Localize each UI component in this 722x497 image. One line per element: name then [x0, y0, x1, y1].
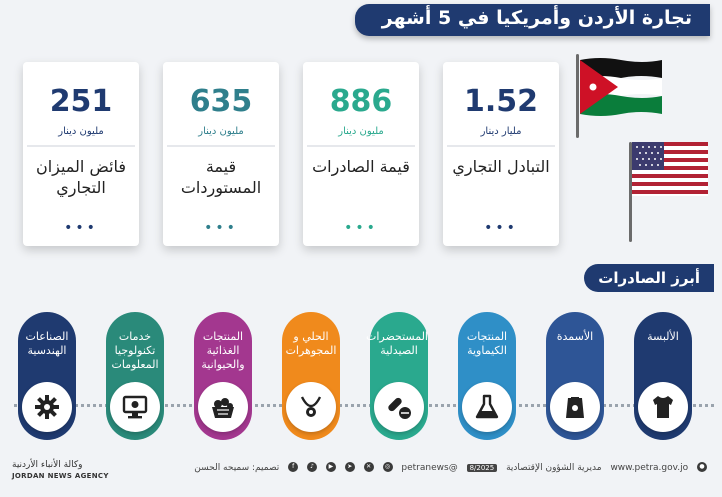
export-item-jewelry: الحلي و المجوهرات	[282, 312, 340, 440]
stat-unit: مليون دينار	[198, 126, 244, 137]
stat-label: قيمة الصادرات	[312, 157, 410, 176]
card-divider	[27, 145, 135, 147]
telegram-icon[interactable]: ➤	[344, 462, 355, 472]
exports-title-bar: أبرز الصادرات	[584, 264, 714, 292]
stat-label: فائض الميزان التجاري	[35, 157, 127, 197]
stat-unit: مليون دينار	[338, 126, 384, 137]
export-icon-circle	[638, 382, 688, 432]
export-label: الألبسة	[647, 330, 679, 343]
stat-value: 1.52	[463, 84, 539, 119]
export-label: الصناعات الهندسية	[25, 330, 69, 357]
export-item-chemicals: المنتجات الكيماوية	[458, 312, 516, 440]
export-icon-circle	[198, 382, 248, 432]
export-icon-circle	[462, 382, 512, 432]
export-icon-circle	[550, 382, 600, 432]
export-label: المنتجات الغذائية والحيوانية	[201, 330, 245, 371]
export-icon-circle	[110, 382, 160, 432]
usa-flag-icon	[632, 142, 708, 196]
agency-name-arabic: وكالة الأنباء الأردنية	[12, 460, 83, 470]
fertilizer-bag-icon	[566, 397, 584, 418]
facebook-icon[interactable]: f	[288, 462, 299, 472]
export-icon-circle	[374, 382, 424, 432]
stat-unit: مليون دينار	[58, 126, 104, 137]
title-bar: تجارة الأردن وأمريكيا في 5 أشهر	[355, 4, 710, 36]
card-divider	[447, 145, 555, 147]
flask-icon	[475, 394, 499, 419]
stat-value: 886	[329, 84, 393, 119]
export-label: الأسمدة	[556, 330, 594, 343]
globe-icon: ●	[697, 462, 707, 472]
timeline-dotted-line	[14, 404, 714, 411]
stat-card-imports: 635 مليون دينار قيمة المستوردات •••	[163, 62, 279, 246]
exports-title: أبرز الصادرات	[598, 269, 700, 287]
food-basket-icon	[212, 398, 234, 418]
stat-label: التبادل التجاري	[452, 157, 550, 176]
export-icon-circle	[286, 382, 336, 432]
card-dots: •••	[484, 220, 518, 236]
export-item-clothing: الألبسة	[634, 312, 692, 440]
stat-card-trade-surplus: 251 مليون دينار فائض الميزان التجاري •••	[23, 62, 139, 246]
footer: وكالة الأنباء الأردنية JORDAN NEWS AGENC…	[0, 456, 722, 497]
stat-value: 251	[49, 84, 113, 119]
export-item-food-animal-products: المنتجات الغذائية والحيوانية	[194, 312, 252, 440]
website-link[interactable]: www.petra.gov.jo	[610, 462, 689, 473]
computer-icon	[122, 395, 148, 419]
pills-icon	[388, 397, 411, 419]
designer-credit: تصميم: سميحه الحسن	[194, 462, 280, 473]
export-label: خدمات تكنولوجيا المعلومات	[111, 330, 159, 371]
page-title: تجارة الأردن وأمريكيا في 5 أشهر	[381, 7, 692, 29]
export-item-engineering-industries: الصناعات الهندسية	[18, 312, 76, 440]
gear-icon	[35, 395, 59, 419]
instagram-icon[interactable]: ◎	[382, 462, 393, 472]
jordan-flag-pole	[576, 54, 579, 138]
card-divider	[307, 145, 415, 147]
stat-card-trade-exchange: 1.52 مليار دينار التبادل التجاري •••	[443, 62, 559, 246]
stat-value: 635	[189, 84, 253, 119]
stat-label: قيمة المستوردات	[180, 157, 262, 197]
tiktok-icon[interactable]: ♪	[307, 462, 318, 472]
card-dots: •••	[344, 220, 378, 236]
export-label: المنتجات الكيماوية	[466, 330, 508, 357]
usa-flag-pole	[629, 142, 632, 242]
social-handle[interactable]: @petranews	[401, 462, 458, 473]
youtube-icon[interactable]: ▶	[325, 462, 336, 472]
export-label: المستحضرات الصيدلية	[365, 330, 428, 357]
card-divider	[167, 145, 275, 147]
stat-unit: مليار دينار	[480, 126, 522, 137]
card-dots: •••	[204, 220, 238, 236]
export-item-fertilizers: الأسمدة	[546, 312, 604, 440]
tshirt-icon	[653, 396, 673, 418]
export-icon-circle	[22, 382, 72, 432]
export-label: الحلي و المجوهرات	[285, 330, 337, 357]
issue-badge: 8/2025	[466, 463, 498, 472]
necklace-icon	[300, 396, 322, 417]
export-item-it-services: خدمات تكنولوجيا المعلومات	[106, 312, 164, 440]
export-item-pharmaceuticals: المستحضرات الصيدلية	[365, 312, 428, 440]
jordan-flag-icon	[580, 56, 662, 118]
department-name: مديرية الشؤون الإقتصادية	[506, 462, 602, 473]
footer-credits: ● www.petra.gov.jo مديرية الشؤون الإقتصا…	[191, 462, 710, 473]
x-icon[interactable]: ✕	[363, 462, 374, 472]
stat-card-exports: 886 مليون دينار قيمة الصادرات •••	[303, 62, 419, 246]
agency-name-english: JORDAN NEWS AGENCY	[12, 472, 109, 480]
card-dots: •••	[64, 220, 98, 236]
